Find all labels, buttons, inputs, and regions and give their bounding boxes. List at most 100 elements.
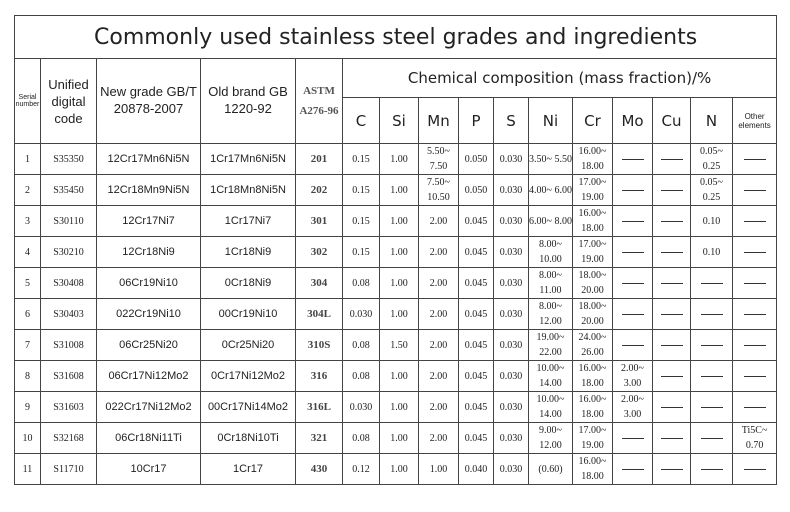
dash bbox=[743, 375, 766, 377]
table-cell: S30110 bbox=[40, 205, 97, 237]
table-cell: 06Cr25Ni20 bbox=[96, 329, 201, 361]
dash bbox=[700, 313, 723, 315]
table-cell bbox=[690, 422, 733, 454]
table-cell: 9.00~ 12.00 bbox=[528, 422, 573, 454]
table-cell: 17.00~ 19.00 bbox=[572, 422, 613, 454]
table-cell: 0.045 bbox=[458, 298, 494, 330]
table-cell bbox=[612, 453, 653, 485]
dash bbox=[700, 406, 723, 408]
dash bbox=[743, 220, 766, 222]
table-cell: 0.045 bbox=[458, 391, 494, 423]
table-row: 1 S35350 12Cr17Mn6Ni5N 1Cr17Mn6Ni5N 201 0.15 1… bbox=[14, 143, 778, 175]
dash bbox=[660, 313, 683, 315]
table-cell bbox=[731, 298, 778, 330]
table-cell: 0.15 bbox=[342, 236, 380, 268]
table-cell: S31608 bbox=[40, 360, 97, 392]
table-cell: 1.00 bbox=[379, 360, 419, 392]
dash bbox=[660, 189, 683, 191]
header-new-grade: New grade GB/T 20878-2007 bbox=[96, 58, 201, 144]
table-cell: 0.030 bbox=[493, 329, 529, 361]
table-cell bbox=[652, 453, 691, 485]
table-cell: 2.00 bbox=[418, 236, 459, 268]
dash bbox=[743, 313, 766, 315]
dash bbox=[660, 437, 683, 439]
table-cell: 12Cr18Mn9Ni5N bbox=[96, 174, 201, 206]
dash bbox=[621, 344, 644, 346]
table-cell: 0.030 bbox=[342, 298, 380, 330]
table-cell: 1 bbox=[14, 143, 41, 175]
table-cell: 16.00~ 18.00 bbox=[572, 453, 613, 485]
table-row: 11 S11710 10Cr17 1Cr17 430 0.12 1.00 1.00 0.040 0… bbox=[14, 453, 778, 485]
table-cell: 5 bbox=[14, 267, 41, 299]
table-cell: 19.00~ 22.00 bbox=[528, 329, 573, 361]
table-cell: 0.050 bbox=[458, 174, 494, 206]
dash bbox=[743, 468, 766, 470]
table-cell: 0.08 bbox=[342, 329, 380, 361]
dash bbox=[743, 189, 766, 191]
table-cell: 10 bbox=[14, 422, 41, 454]
table-cell: 310S bbox=[295, 329, 343, 361]
table-cell bbox=[652, 143, 691, 175]
dash bbox=[660, 406, 683, 408]
table-cell: 2.00 bbox=[418, 391, 459, 423]
table-cell: 201 bbox=[295, 143, 343, 175]
table-row: 4 S30210 12Cr18Ni9 1Cr18Ni9 302 0.15 1.00 2.00 0… bbox=[14, 236, 778, 268]
table-cell: 0.030 bbox=[493, 236, 529, 268]
table-cell bbox=[612, 267, 653, 299]
table-cell: 06Cr19Ni10 bbox=[96, 267, 201, 299]
table-cell: 12Cr17Ni7 bbox=[96, 205, 201, 237]
table-cell: 8 bbox=[14, 360, 41, 392]
table-cell: 16.00~ 18.00 bbox=[572, 143, 613, 175]
table-cell bbox=[690, 298, 733, 330]
table-cell: 8.00~ 11.00 bbox=[528, 267, 573, 299]
table-cell bbox=[731, 453, 778, 485]
table-cell: 1.00 bbox=[379, 205, 419, 237]
table-cell bbox=[612, 205, 653, 237]
table-cell: 10Cr17 bbox=[96, 453, 201, 485]
table-cell: S32168 bbox=[40, 422, 97, 454]
table-cell bbox=[652, 174, 691, 206]
table-row: 8 S31608 06Cr17Ni12Mo2 0Cr17Ni12Mo2 316 0.08 1… bbox=[14, 360, 778, 392]
table-row: 3 S30110 12Cr17Ni7 1Cr17Ni7 301 0.15 1.00 2.00 0… bbox=[14, 205, 778, 237]
table-cell: 10.00~ 14.00 bbox=[528, 360, 573, 392]
header-element: Other elements bbox=[731, 97, 778, 144]
table-cell: 304L bbox=[295, 298, 343, 330]
table-cell: 8.00~ 12.00 bbox=[528, 298, 573, 330]
table-cell: 11 bbox=[14, 453, 41, 485]
table-row: 5 S30408 06Cr19Ni10 0Cr18Ni9 304 0.08 1.00 2.00… bbox=[14, 267, 778, 299]
dash bbox=[743, 158, 766, 160]
table-cell: 4.00~ 6.00 bbox=[528, 174, 573, 206]
table-cell: 00Cr19Ni10 bbox=[200, 298, 296, 330]
table-cell: 2.00 bbox=[418, 422, 459, 454]
table-cell: 8.00~ 10.00 bbox=[528, 236, 573, 268]
table-cell: 0.045 bbox=[458, 422, 494, 454]
header-element: Cu bbox=[652, 97, 691, 144]
table-cell: 1.50 bbox=[379, 329, 419, 361]
table-cell bbox=[731, 360, 778, 392]
table-cell bbox=[652, 267, 691, 299]
table-row: 2 S35450 12Cr18Mn9Ni5N 1Cr18Mn8Ni5N 202 0.15 1… bbox=[14, 174, 778, 206]
dash bbox=[660, 468, 683, 470]
table-cell bbox=[652, 236, 691, 268]
dash bbox=[621, 282, 644, 284]
table-row: 7 S31008 06Cr25Ni20 0Cr25Ni20 310S 0.08 1.50 2.… bbox=[14, 329, 778, 361]
table-cell: 3.50~ 5.50 bbox=[528, 143, 573, 175]
dash bbox=[660, 375, 683, 377]
table-cell: 0.12 bbox=[342, 453, 380, 485]
table-cell: 9 bbox=[14, 391, 41, 423]
table-cell: 430 bbox=[295, 453, 343, 485]
table-cell: 2 bbox=[14, 174, 41, 206]
table-cell: 0.040 bbox=[458, 453, 494, 485]
header-chemical-composition: Chemical composition (mass fraction)/% bbox=[341, 58, 778, 98]
table-cell: 0.045 bbox=[458, 205, 494, 237]
table-cell: 00Cr17Ni14Mo2 bbox=[200, 391, 296, 423]
table-cell: 2.00 bbox=[418, 329, 459, 361]
table-cell: 1.00 bbox=[379, 236, 419, 268]
dash bbox=[700, 468, 723, 470]
table-cell bbox=[652, 391, 691, 423]
table-cell bbox=[612, 298, 653, 330]
table-cell: 0Cr25Ni20 bbox=[200, 329, 296, 361]
table-row: 9 S31603 022Cr17Ni12Mo2 00Cr17Ni14Mo2 316L 0.… bbox=[14, 391, 778, 423]
table-cell bbox=[731, 267, 778, 299]
table-row: 6 S30403 022Cr19Ni10 00Cr19Ni10 304L 0.030 1.0… bbox=[14, 298, 778, 330]
